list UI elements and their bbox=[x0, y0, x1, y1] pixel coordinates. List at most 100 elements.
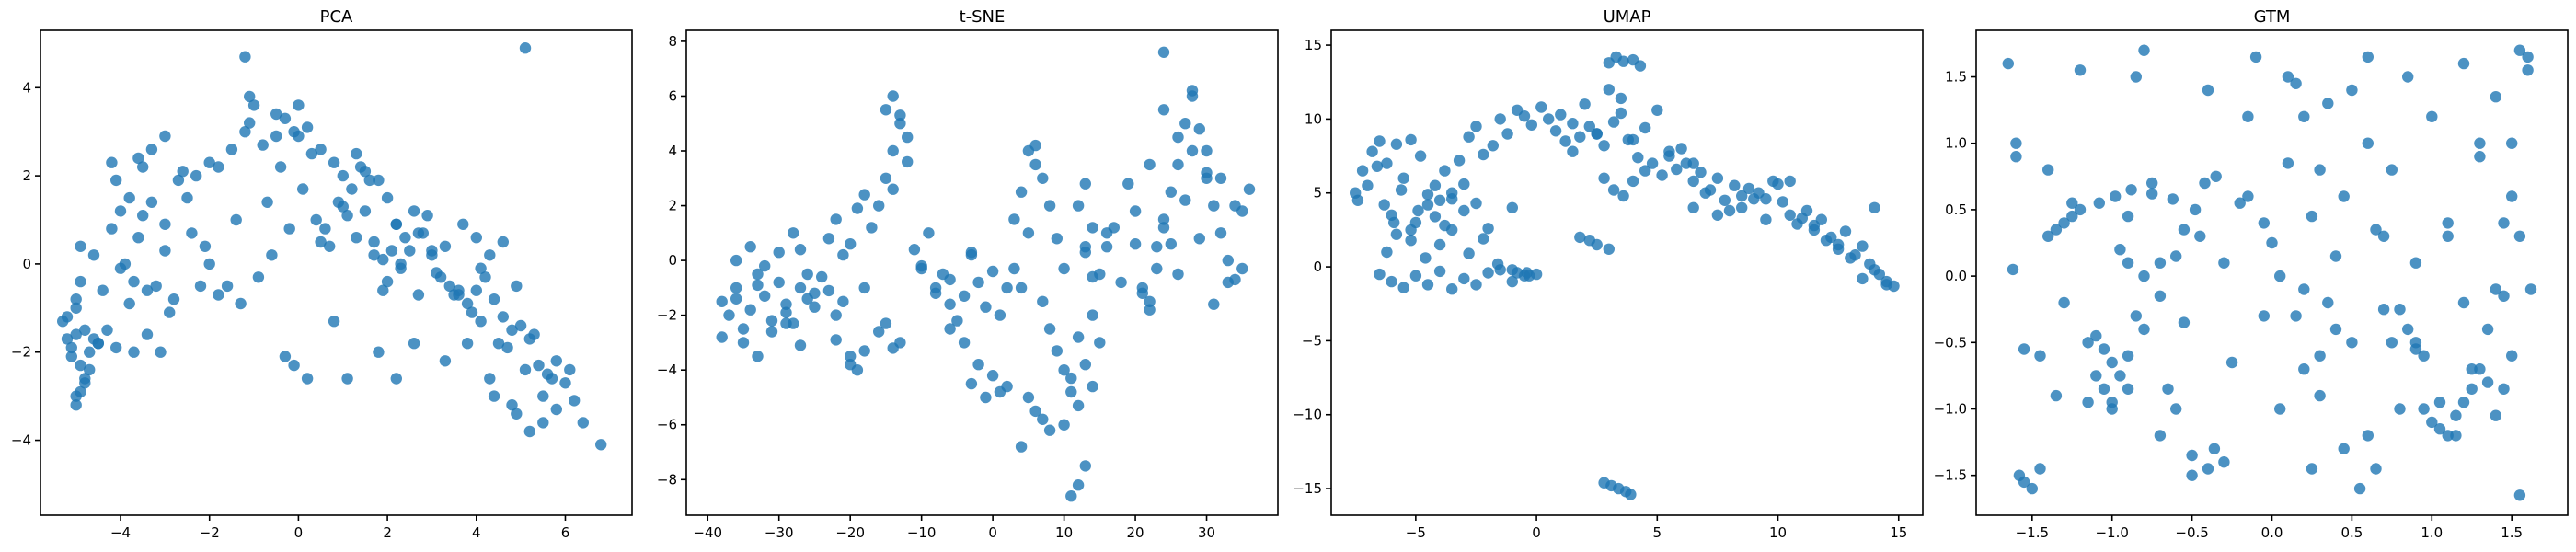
gtm-point bbox=[2386, 337, 2398, 349]
tsne-point bbox=[1043, 323, 1056, 335]
tsne-point bbox=[1179, 118, 1191, 130]
tsne-y-tick-label: 8 bbox=[668, 33, 677, 50]
tsne-point bbox=[809, 301, 821, 313]
gtm-point bbox=[2338, 190, 2350, 202]
gtm-point bbox=[2506, 190, 2518, 202]
tsne-point bbox=[737, 323, 750, 335]
pca-point bbox=[172, 174, 185, 187]
umap-point bbox=[1729, 179, 1741, 191]
umap-point bbox=[1832, 243, 1845, 255]
tsne-y-tick-label: −2 bbox=[657, 307, 677, 324]
umap-point bbox=[1371, 160, 1384, 172]
umap-y-tick-label: −15 bbox=[1293, 480, 1322, 497]
pca-point bbox=[399, 232, 411, 244]
gtm-point bbox=[2258, 310, 2270, 322]
gtm-point bbox=[2426, 416, 2438, 429]
gtm-point bbox=[2314, 389, 2326, 402]
pca-point bbox=[412, 227, 425, 239]
tsne-point bbox=[944, 323, 956, 335]
gtm-point bbox=[2249, 51, 2262, 63]
pca-point bbox=[145, 144, 158, 155]
tsne-points bbox=[716, 46, 1256, 502]
tsne-point bbox=[1079, 460, 1092, 472]
tsne-point bbox=[994, 309, 1006, 321]
tsne-point bbox=[830, 213, 842, 225]
pca-point bbox=[443, 280, 455, 293]
pca-point bbox=[203, 258, 215, 270]
umap-point bbox=[1736, 201, 1748, 213]
tsne-point bbox=[1157, 213, 1170, 225]
pca-point bbox=[213, 289, 224, 301]
tsne-point bbox=[1229, 200, 1241, 212]
pca-point bbox=[466, 306, 478, 318]
tsne-point bbox=[1157, 222, 1170, 234]
tsne-point bbox=[723, 309, 735, 321]
tsne-point bbox=[894, 109, 906, 121]
umap-point bbox=[1506, 275, 1519, 288]
pca-point bbox=[167, 293, 180, 305]
pca-point bbox=[128, 275, 140, 288]
umap-point bbox=[1646, 157, 1659, 169]
umap-point bbox=[1429, 179, 1442, 191]
pca-point bbox=[559, 377, 571, 389]
umap-point bbox=[1591, 128, 1603, 140]
pca-point bbox=[484, 373, 496, 385]
tsne-point bbox=[1029, 139, 1041, 152]
pca-y-tick-label: −2 bbox=[11, 344, 31, 361]
gtm-point bbox=[2298, 110, 2310, 122]
pca-point bbox=[244, 117, 256, 129]
pca-y-tick-label: −4 bbox=[11, 432, 31, 449]
gtm-point bbox=[2146, 188, 2158, 200]
pca-point bbox=[266, 249, 278, 261]
gtm-point bbox=[2457, 397, 2470, 408]
pca-point bbox=[346, 183, 358, 195]
gtm-point bbox=[2442, 430, 2454, 442]
umap-point bbox=[1723, 204, 1736, 217]
pca-point bbox=[56, 316, 69, 328]
gtm-y-tick-label: 0.0 bbox=[1945, 268, 1967, 284]
tsne-y-tick-label: 4 bbox=[668, 143, 677, 159]
gtm-point bbox=[2082, 337, 2094, 349]
umap-point bbox=[1869, 264, 1880, 276]
tsne-point bbox=[1015, 186, 1028, 198]
tsne-point bbox=[752, 279, 764, 292]
pca-point bbox=[84, 346, 96, 358]
umap-point bbox=[1439, 165, 1451, 177]
pca-point bbox=[431, 267, 443, 279]
pca-point bbox=[164, 306, 176, 318]
tsne-point bbox=[851, 202, 864, 214]
pca-point bbox=[319, 223, 331, 235]
umap-point bbox=[1869, 201, 1880, 213]
tsne-point bbox=[965, 377, 978, 390]
gtm-point bbox=[2034, 463, 2046, 475]
tsne-point bbox=[1072, 399, 1085, 412]
tsne-point bbox=[794, 282, 807, 294]
tsne-point bbox=[1157, 46, 1170, 58]
gtm-point bbox=[2194, 230, 2206, 242]
pca-point bbox=[261, 196, 273, 208]
tsne-x-tick-label: −40 bbox=[693, 524, 722, 541]
umap-point bbox=[1784, 175, 1796, 188]
pca-y-tick-label: 0 bbox=[22, 256, 31, 272]
umap-point bbox=[1381, 246, 1393, 259]
tsne-point bbox=[972, 359, 984, 371]
gtm-point bbox=[2370, 224, 2382, 236]
tsne-point bbox=[1079, 178, 1092, 190]
umap-point bbox=[1598, 172, 1610, 184]
gtm-point bbox=[2329, 250, 2342, 262]
umap-point bbox=[1470, 197, 1482, 210]
tsne-point bbox=[1043, 424, 1056, 436]
umap-point bbox=[1470, 279, 1482, 291]
pca-point bbox=[511, 280, 523, 293]
pca-point bbox=[239, 51, 251, 63]
umap-point bbox=[1748, 193, 1760, 205]
tsne-point bbox=[1079, 359, 1092, 371]
pca-point bbox=[181, 191, 193, 204]
pca-point bbox=[75, 359, 86, 372]
gtm-point bbox=[2274, 270, 2286, 282]
umap-point bbox=[1574, 131, 1586, 143]
umap-x-tick-label: −5 bbox=[1406, 524, 1426, 541]
umap-point bbox=[1433, 265, 1446, 278]
pca-point bbox=[247, 99, 260, 111]
gtm-y-tick-label: −0.5 bbox=[1934, 334, 1967, 351]
